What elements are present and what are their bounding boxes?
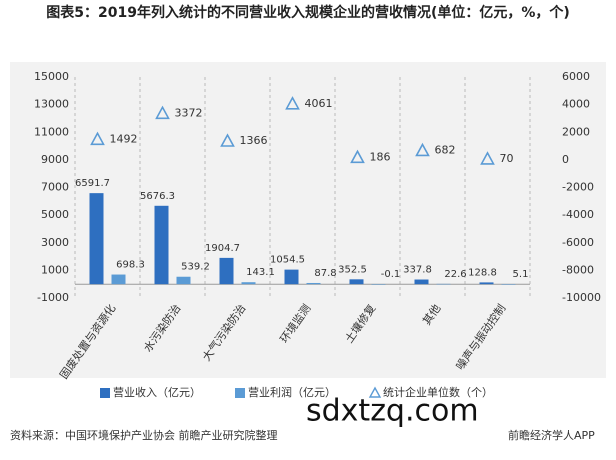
- data-label: 5.1: [513, 269, 529, 280]
- y2-tick-label: 4000: [562, 98, 590, 111]
- title-box: 图表5：2019年列入统计的不同营业收入规模企业的营收情况(单位：亿元，%，个): [46, 5, 570, 21]
- legend-marker: [368, 386, 382, 398]
- bar: [219, 257, 234, 285]
- legend-swatch: [100, 388, 110, 398]
- y-tick-label: 1000: [41, 263, 69, 276]
- legend-label: 营业利润（亿元）: [248, 385, 336, 399]
- data-label: 87.8: [314, 268, 336, 279]
- chart-title: 图表5：2019年列入统计的不同营业收入规模企业的营收情况(单位：亿元，%，个): [46, 5, 570, 21]
- y-tick-label: 9000: [41, 153, 69, 166]
- marker: [90, 131, 105, 146]
- data-label: 70: [500, 152, 514, 165]
- data-label: 6591.7: [75, 178, 110, 189]
- data-label: 3372: [175, 106, 203, 119]
- bar: [414, 279, 429, 285]
- marker: [155, 105, 170, 120]
- data-label: 682: [435, 143, 456, 156]
- data-label: 22.6: [444, 269, 466, 280]
- bar: [479, 282, 494, 285]
- plot-background: [10, 62, 606, 378]
- marker: [480, 151, 495, 165]
- y2-tick-label: -10000: [562, 291, 601, 304]
- y2-tick-label: 2000: [562, 125, 590, 138]
- marker: [220, 133, 235, 147]
- y2-tick-label: -6000: [562, 236, 594, 249]
- data-label: 1366: [240, 134, 268, 147]
- y-tick-label: -1000: [37, 291, 69, 304]
- legend-label: 统计企业单位数（个）: [383, 385, 493, 399]
- data-label: 4061: [305, 97, 333, 110]
- y-tick-label: 13000: [34, 98, 69, 111]
- bar: [306, 282, 321, 285]
- y2-tick-label: -2000: [562, 181, 594, 194]
- data-label: 698.3: [116, 260, 145, 271]
- y2-tick-label: 6000: [562, 70, 590, 83]
- legend-swatch: [235, 388, 245, 398]
- brand: 前瞻经济学人APP: [508, 428, 595, 442]
- marker: [285, 96, 300, 110]
- bar: [436, 283, 451, 285]
- data-label: 128.8: [468, 267, 497, 278]
- bar: [349, 279, 364, 285]
- data-label: 1054.5: [270, 255, 305, 266]
- bar: [284, 269, 299, 285]
- y2-tick-label: 0: [562, 153, 569, 166]
- bar: [371, 284, 386, 285]
- data-label: 186: [370, 150, 391, 163]
- watermark: sdxtzq.com: [306, 394, 479, 429]
- y2-tick-label: -8000: [562, 263, 594, 276]
- legend-label: 营业收入（亿元）: [113, 385, 201, 399]
- y-tick-label: 3000: [41, 236, 69, 249]
- source: 资料来源：中国环境保护产业协会 前瞻产业研究院整理: [10, 428, 278, 442]
- data-label: 352.5: [338, 264, 367, 275]
- y-tick-label: 15000: [34, 70, 69, 83]
- bar: [176, 276, 191, 285]
- y-tick-label: 11000: [34, 125, 69, 138]
- data-label: 1904.7: [205, 243, 240, 254]
- data-label: -0.1: [381, 269, 401, 280]
- data-label: 5676.3: [140, 191, 175, 202]
- bar: [111, 274, 126, 285]
- bar: [154, 205, 169, 285]
- marker: [415, 142, 430, 157]
- y2-tick-label: -4000: [562, 208, 594, 221]
- y-tick-label: 7000: [41, 181, 69, 194]
- data-label: 1492: [110, 132, 138, 145]
- data-label: 337.8: [403, 265, 432, 276]
- data-label: 539.2: [181, 262, 210, 273]
- marker: [350, 149, 365, 164]
- bar: [89, 193, 104, 285]
- bar: [241, 282, 256, 285]
- bar: [501, 284, 516, 285]
- data-label: 143.1: [246, 267, 275, 278]
- y-tick-label: 5000: [41, 208, 69, 221]
